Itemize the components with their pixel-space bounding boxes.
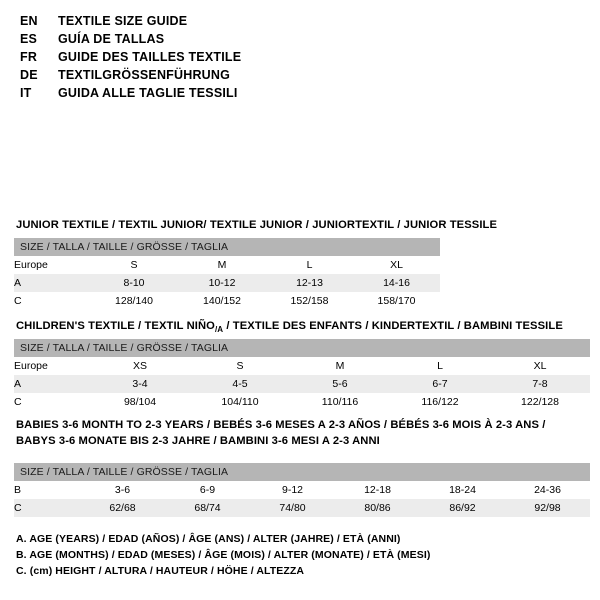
- babies-row-label-b: B: [14, 481, 80, 499]
- language-title-en: TEXTILE SIZE GUIDE: [58, 14, 188, 28]
- language-title-de: TEXTILGRÖSSENFÜHRUNG: [58, 68, 231, 82]
- children-row-label-europe: Europe: [14, 357, 90, 375]
- children-c-col-1: 98/104: [90, 393, 190, 411]
- table-row: C 62/68 68/74 74/80 80/86 86/92 92/98: [14, 499, 590, 517]
- junior-section-heading: JUNIOR TEXTILE / TEXTIL JUNIOR/ TEXTILE …: [16, 219, 498, 231]
- children-table-header-row: SIZE / TALLA / TAILLE / GRÖSSE / TAGLIA: [14, 339, 591, 357]
- junior-europe-col-4: XL: [353, 256, 441, 274]
- height-measure-figure: C: [440, 0, 600, 210]
- children-section-heading: CHILDREN'S TEXTILE / TEXTIL NIÑO/A / TEX…: [16, 319, 563, 337]
- children-a-col-1: 3-4: [90, 375, 190, 393]
- children-heading-sub: /A: [214, 325, 224, 335]
- junior-a-col-1: 8-10: [90, 274, 178, 292]
- children-a-col-2: 4-5: [190, 375, 290, 393]
- children-a-col-3: 5-6: [290, 375, 390, 393]
- children-c-col-5: 122/128: [490, 393, 591, 411]
- table-row: A 3-4 4-5 5-6 6-7 7-8: [14, 375, 591, 393]
- language-title-block: EN TEXTILE SIZE GUIDE ES GUÍA DE TALLAS …: [20, 12, 420, 102]
- junior-c-col-3: 152/158: [266, 292, 353, 310]
- language-row-it: IT GUIDA ALLE TAGLIE TESSILI: [20, 84, 420, 102]
- junior-c-col-4: 158/170: [353, 292, 441, 310]
- language-row-en: EN TEXTILE SIZE GUIDE: [20, 12, 420, 30]
- table-row: C 128/140 140/152 152/158 158/170: [14, 292, 441, 310]
- babies-c-col-3: 74/80: [250, 499, 335, 517]
- table-row: B 3-6 6-9 9-12 12-18 18-24 24-36: [14, 481, 590, 499]
- babies-row-label-c: C: [14, 499, 80, 517]
- babies-section-heading-line1: BABIES 3-6 MONTH TO 2-3 YEARS / BEBÉS 3-…: [16, 419, 546, 431]
- babies-b-col-6: 24-36: [505, 481, 590, 499]
- children-europe-col-2: S: [190, 357, 290, 375]
- table-row: A 8-10 10-12 12-13 14-16: [14, 274, 441, 292]
- junior-size-table: SIZE / TALLA / TAILLE / GRÖSSE / TAGLIA …: [14, 238, 441, 310]
- babies-c-col-5: 86/92: [420, 499, 505, 517]
- language-code-es: ES: [20, 32, 38, 46]
- language-row-de: DE TEXTILGRÖSSENFÜHRUNG: [20, 66, 420, 84]
- babies-size-table: SIZE / TALLA / TAILLE / GRÖSSE / TAGLIA …: [14, 463, 590, 517]
- babies-b-col-3: 9-12: [250, 481, 335, 499]
- legend-line-b: B. AGE (MONTHS) / EDAD (MESES) / ÂGE (MO…: [16, 549, 431, 561]
- junior-a-col-2: 10-12: [178, 274, 266, 292]
- babies-b-col-1: 3-6: [80, 481, 165, 499]
- language-code-fr: FR: [20, 50, 38, 64]
- junior-size-header-label: SIZE / TALLA / TAILLE / GRÖSSE / TAGLIA: [14, 238, 441, 256]
- language-code-de: DE: [20, 68, 38, 82]
- junior-a-col-4: 14-16: [353, 274, 441, 292]
- babies-section-heading-line2: BABYS 3-6 MONATE BIS 2-3 JAHRE / BAMBINI…: [16, 435, 380, 447]
- junior-row-label-c: C: [14, 292, 90, 310]
- junior-table-header-row: SIZE / TALLA / TAILLE / GRÖSSE / TAGLIA: [14, 238, 441, 256]
- children-europe-col-1: XS: [90, 357, 190, 375]
- children-a-col-4: 6-7: [390, 375, 490, 393]
- junior-row-label-europe: Europe: [14, 256, 90, 274]
- babies-table-header-row: SIZE / TALLA / TAILLE / GRÖSSE / TAGLIA: [14, 463, 590, 481]
- babies-c-col-2: 68/74: [165, 499, 250, 517]
- legend-block: A. AGE (YEARS) / EDAD (AÑOS) / ÂGE (ANS)…: [16, 531, 576, 579]
- babies-b-col-2: 6-9: [165, 481, 250, 499]
- legend-line-c: C. (cm) HEIGHT / ALTURA / HAUTEUR / HÖHE…: [16, 565, 305, 577]
- junior-row-label-a: A: [14, 274, 90, 292]
- table-row: Europe S M L XL: [14, 256, 441, 274]
- language-title-fr: GUIDE DES TAILLES TEXTILE: [58, 50, 242, 64]
- table-row: Europe XS S M L XL: [14, 357, 591, 375]
- children-size-header-label: SIZE / TALLA / TAILLE / GRÖSSE / TAGLIA: [14, 339, 591, 357]
- children-row-label-c: C: [14, 393, 90, 411]
- language-row-es: ES GUÍA DE TALLAS: [20, 30, 420, 48]
- language-row-fr: FR GUIDE DES TAILLES TEXTILE: [20, 48, 420, 66]
- babies-c-col-6: 92/98: [505, 499, 590, 517]
- language-code-en: EN: [20, 14, 38, 28]
- babies-c-col-4: 80/86: [335, 499, 420, 517]
- children-row-label-a: A: [14, 375, 90, 393]
- children-europe-col-3: M: [290, 357, 390, 375]
- children-size-table: SIZE / TALLA / TAILLE / GRÖSSE / TAGLIA …: [14, 339, 591, 411]
- babies-size-header-label: SIZE / TALLA / TAILLE / GRÖSSE / TAGLIA: [14, 463, 590, 481]
- children-europe-col-5: XL: [490, 357, 591, 375]
- junior-c-col-1: 128/140: [90, 292, 178, 310]
- children-a-col-5: 7-8: [490, 375, 591, 393]
- legend-line-a: A. AGE (YEARS) / EDAD (AÑOS) / ÂGE (ANS)…: [16, 533, 401, 545]
- children-c-col-3: 110/116: [290, 393, 390, 411]
- children-europe-col-4: L: [390, 357, 490, 375]
- junior-europe-col-3: L: [266, 256, 353, 274]
- junior-a-col-3: 12-13: [266, 274, 353, 292]
- language-title-es: GUÍA DE TALLAS: [58, 32, 165, 46]
- language-code-it: IT: [20, 86, 32, 100]
- children-c-col-2: 104/110: [190, 393, 290, 411]
- junior-europe-col-1: S: [90, 256, 178, 274]
- children-c-col-4: 116/122: [390, 393, 490, 411]
- babies-b-col-5: 18-24: [420, 481, 505, 499]
- babies-c-col-1: 62/68: [80, 499, 165, 517]
- babies-b-col-4: 12-18: [335, 481, 420, 499]
- junior-europe-col-2: M: [178, 256, 266, 274]
- language-title-it: GUIDA ALLE TAGLIE TESSILI: [58, 86, 238, 100]
- table-row: C 98/104 104/110 110/116 116/122 122/128: [14, 393, 591, 411]
- children-heading-post: / TEXTILE DES ENFANTS / KINDERTEXTIL / B…: [223, 320, 563, 332]
- junior-c-col-2: 140/152: [178, 292, 266, 310]
- children-heading-pre: CHILDREN'S TEXTILE / TEXTIL NIÑO: [16, 320, 215, 332]
